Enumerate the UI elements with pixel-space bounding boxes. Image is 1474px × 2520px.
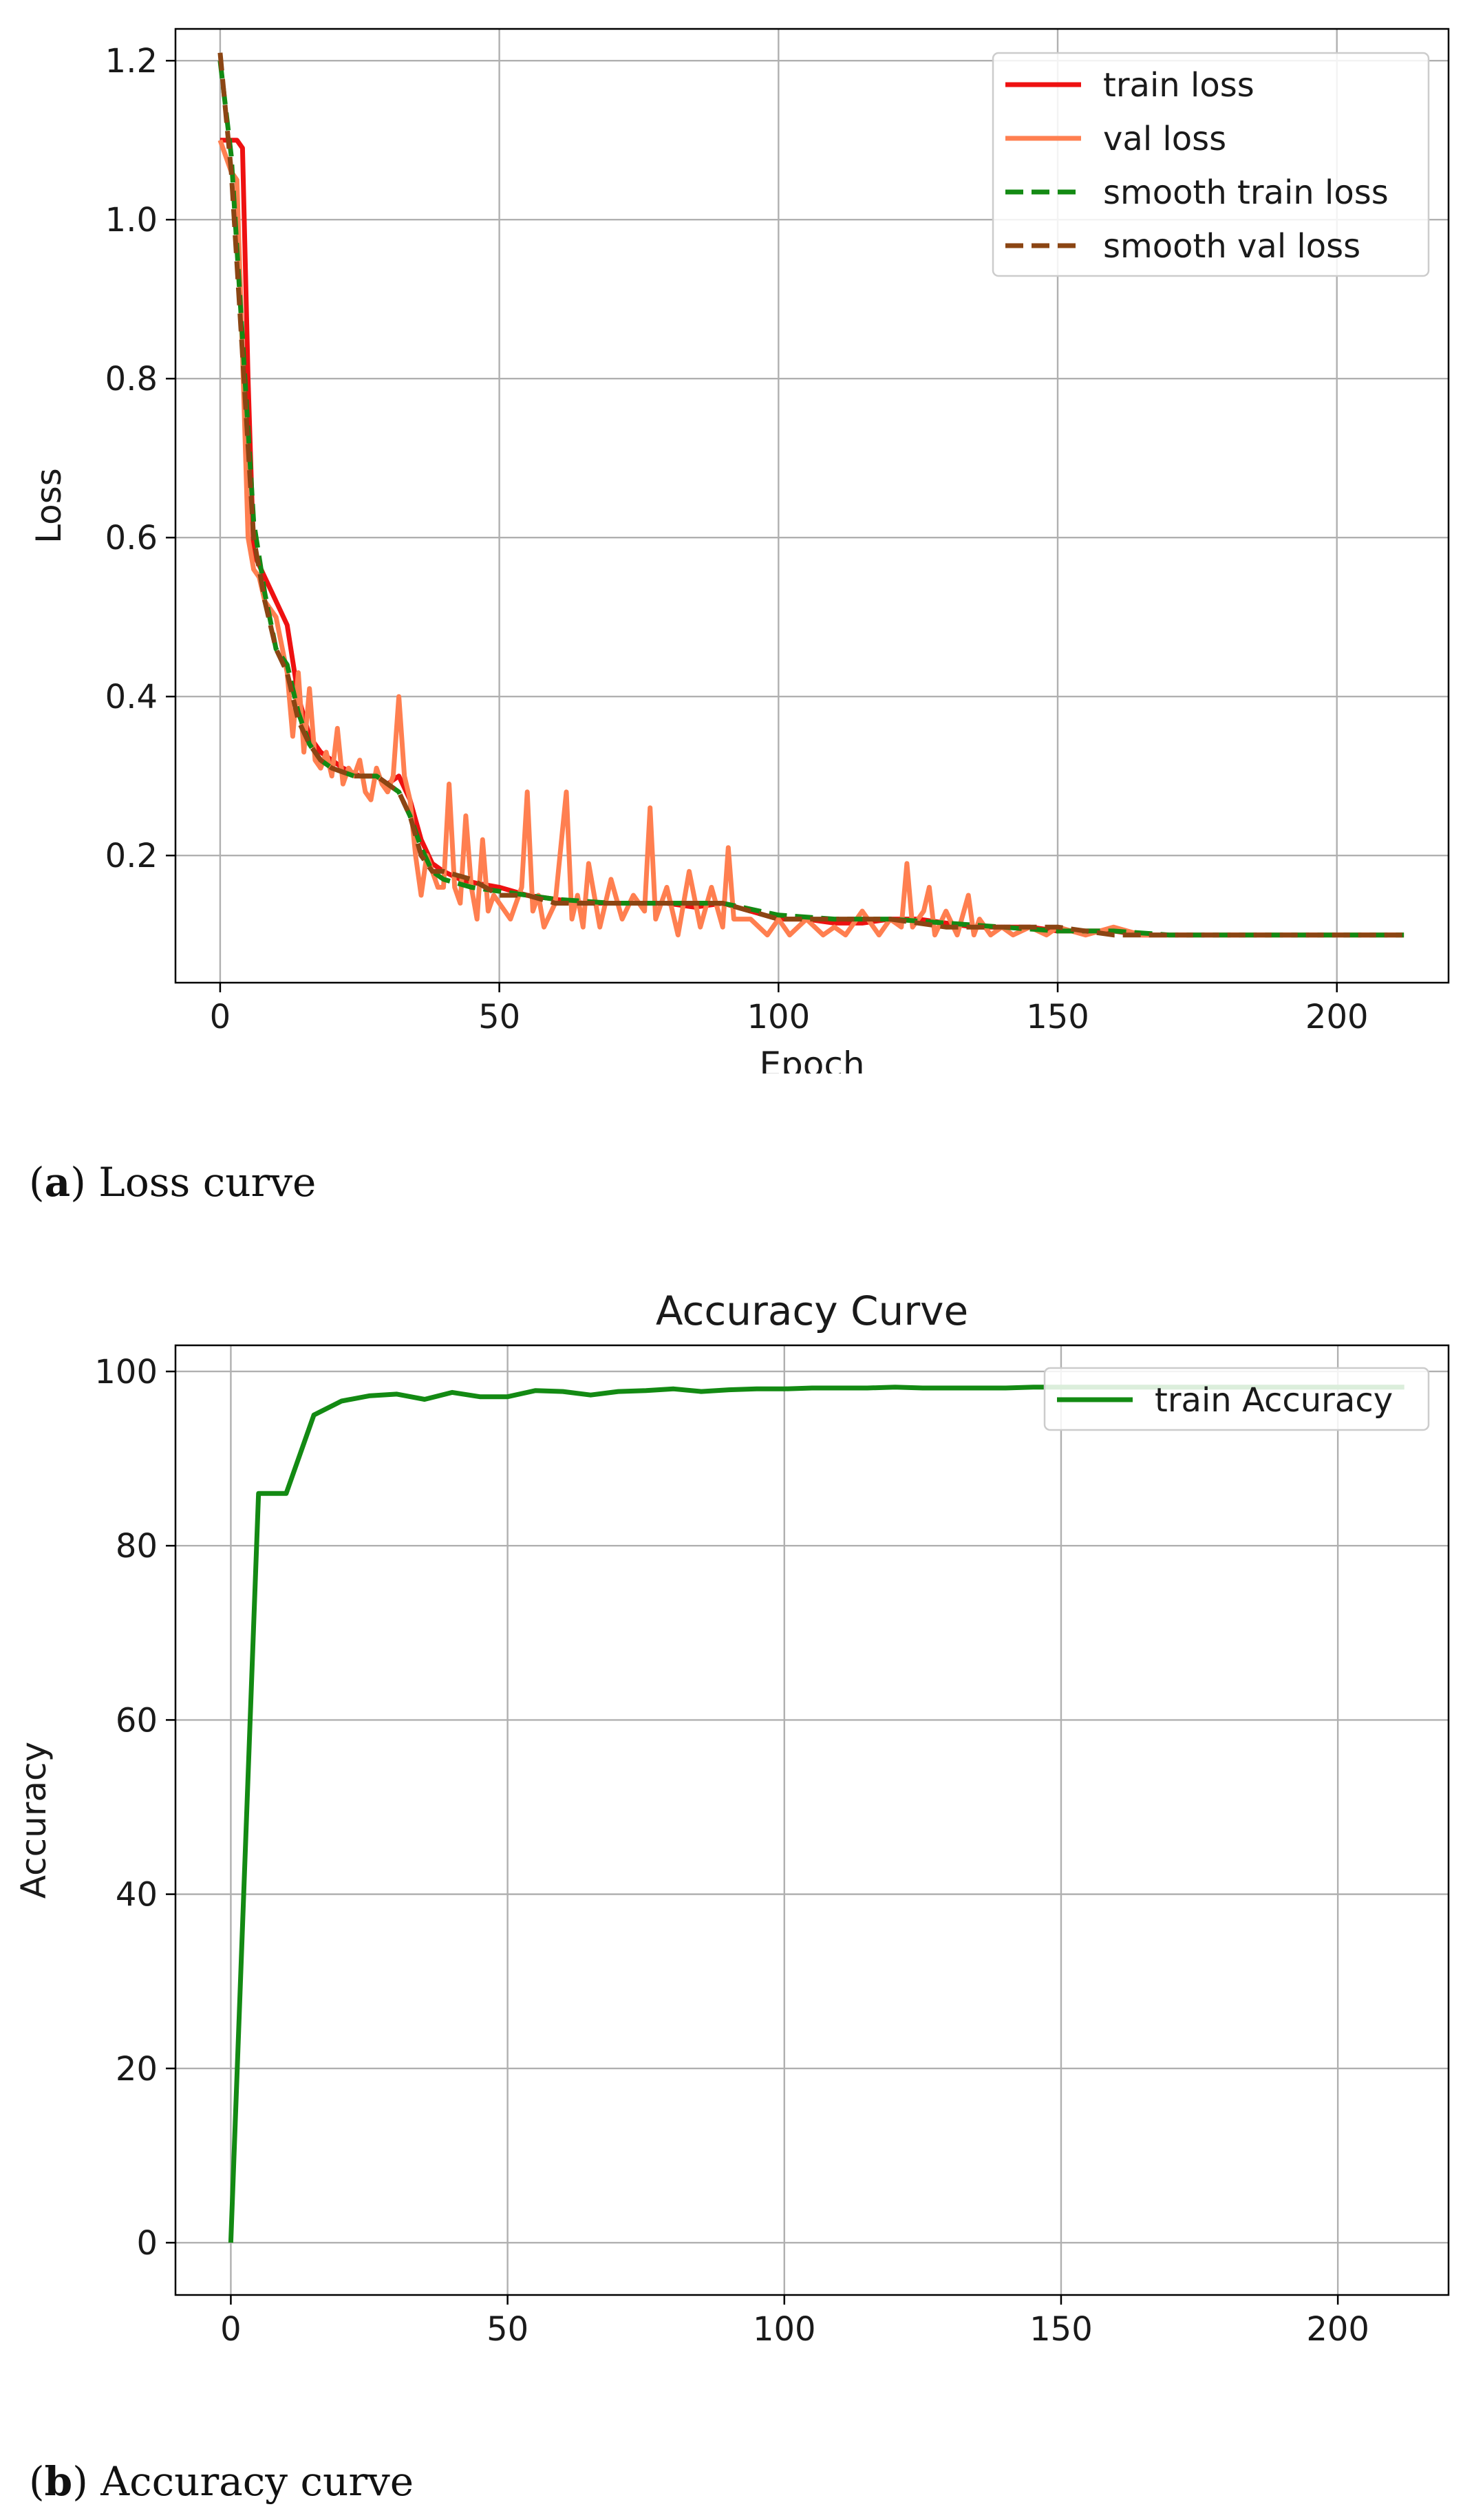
legend-box <box>992 52 1430 277</box>
caption-b: (b) Accuracy curve <box>29 2458 414 2505</box>
x-tick-label: 100 <box>753 2310 816 2347</box>
legend-box <box>1043 1367 1430 1431</box>
y-tick-label: 0.6 <box>105 519 158 557</box>
y-tick-label: 1.2 <box>105 42 158 81</box>
caption-b-label: b <box>44 2458 73 2505</box>
y-tick-label: 60 <box>116 1701 158 1740</box>
legend: train loss val loss smooth train loss smoot… <box>992 52 1430 277</box>
loss-chart-figure: 0 50 100 150 200 0.2 0.4 0.6 0.8 1.0 1.2 Epoch Loss t… <box>0 0 1474 1085</box>
y-tick-label: 80 <box>116 1527 158 1566</box>
series-line-val-loss <box>217 139 1404 938</box>
x-tick-label: 50 <box>487 2310 528 2347</box>
x-axis-label: Epoch <box>759 1045 864 1074</box>
legend-label: smooth train loss <box>1103 173 1389 212</box>
series-line-smooth-val-loss <box>217 52 1404 938</box>
x-tick-label: 50 <box>478 998 520 1036</box>
legend-label: train loss <box>1103 66 1254 105</box>
x-tick-label: 100 <box>747 998 811 1036</box>
y-tick-label: 0.2 <box>105 837 158 875</box>
x-tick-label: 0 <box>220 2310 242 2347</box>
legend-label: val loss <box>1103 120 1226 158</box>
y-axis-label: Accuracy <box>14 1742 54 1899</box>
plot-frame <box>174 1344 1450 2296</box>
x-tick-label: 150 <box>1029 2310 1093 2347</box>
y-tick-label: 20 <box>116 2050 158 2089</box>
plot-frame <box>174 28 1450 984</box>
y-tick-label: 40 <box>116 1876 158 1914</box>
caption-a-text: Loss curve <box>85 1159 317 1206</box>
caption-a: (a) Loss curve <box>29 1159 317 1206</box>
accuracy-chart: Accuracy Curve050100150200020406080100Ep… <box>14 1288 1450 2397</box>
legend-label: smooth val loss <box>1103 227 1360 266</box>
y-tick-label: 1.0 <box>105 201 158 239</box>
x-tick-label: 150 <box>1026 998 1089 1036</box>
y-tick-label: 0.4 <box>105 678 158 716</box>
loss-chart: 0 50 100 150 200 0.2 0.4 0.6 0.8 1.0 1.2 Epoch Loss t… <box>29 28 1450 1085</box>
grid <box>175 1345 1449 2295</box>
caption-a-label: a <box>44 1159 71 1206</box>
y-axis-label: Loss <box>29 468 69 544</box>
x-tick-label: 0 <box>210 998 231 1036</box>
y-tick-label: 0 <box>136 2224 158 2263</box>
caption-b-text: Accuracy curve <box>87 2458 414 2505</box>
series-group <box>228 1385 1404 2243</box>
series-line-train-accuracy <box>228 1385 1404 2243</box>
series-group <box>217 52 1404 938</box>
x-tick-label: 200 <box>1306 2310 1369 2347</box>
legend-label: train Accuracy <box>1155 1381 1393 1420</box>
chart-title: Accuracy Curve <box>656 1288 968 1334</box>
y-tick-label: 100 <box>94 1353 158 1391</box>
accuracy-chart-figure: Accuracy Curve050100150200020406080100Ep… <box>0 1239 1474 2397</box>
legend: train Accuracy <box>1043 1367 1430 1431</box>
series-line-smooth-train-loss <box>217 60 1404 938</box>
y-tick-label: 0.8 <box>105 360 158 398</box>
x-tick-label: 200 <box>1305 998 1369 1036</box>
